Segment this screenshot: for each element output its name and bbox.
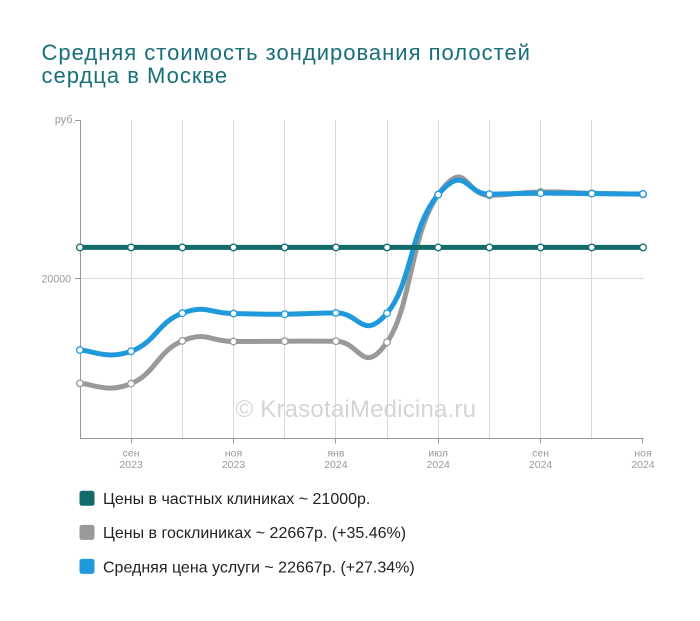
svg-text:сердца в Москве: сердца в Москве (42, 63, 229, 88)
svg-text:ноя: ноя (634, 448, 651, 460)
svg-text:2023: 2023 (119, 459, 143, 471)
svg-text:20000: 20000 (42, 274, 72, 286)
svg-text:© KrasotaiMedicina.ru: © KrasotaiMedicina.ru (236, 396, 477, 423)
svg-text:2023: 2023 (222, 459, 246, 471)
svg-text:сен: сен (123, 448, 140, 460)
svg-text:сен: сен (532, 448, 549, 460)
svg-text:Средняя цена услуги ~ 22667р.: Средняя цена услуги ~ 22667р. (+27.34%) (103, 559, 415, 576)
svg-text:Цены в частных клиниках ~ 2100: Цены в частных клиниках ~ 21000р. (103, 491, 370, 508)
svg-text:руб.: руб. (55, 114, 76, 126)
svg-text:янв: янв (327, 448, 344, 460)
svg-text:2024: 2024 (631, 459, 655, 471)
svg-text:Средняя стоимость зондирования: Средняя стоимость зондирования полостей (42, 40, 531, 65)
svg-text:2024: 2024 (324, 459, 348, 471)
svg-text:ноя: ноя (225, 448, 242, 460)
svg-text:Цены в госклиниках ~ 22667р. (: Цены в госклиниках ~ 22667р. (+35.46%) (103, 525, 406, 542)
svg-text:2024: 2024 (427, 459, 451, 471)
svg-text:июл: июл (428, 448, 448, 460)
svg-text:2024: 2024 (529, 459, 553, 471)
